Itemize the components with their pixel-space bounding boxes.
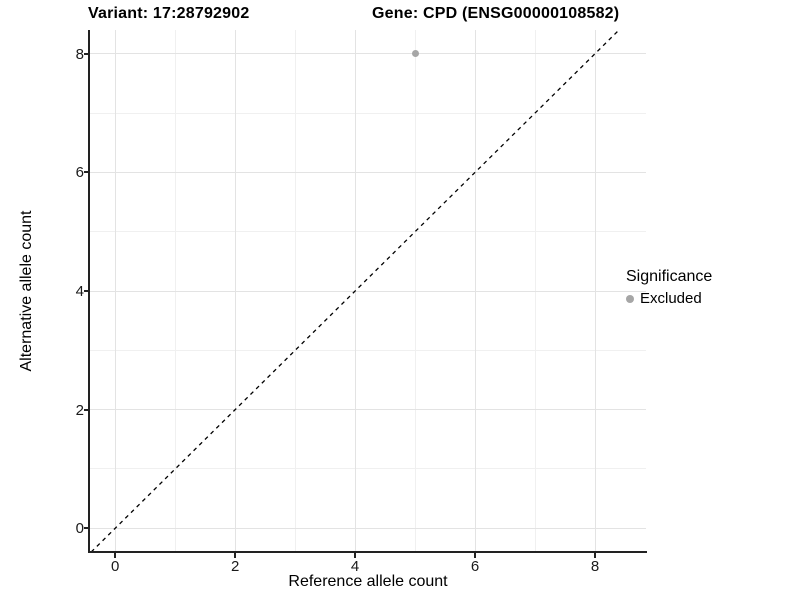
excluded-point-swatch — [626, 295, 634, 303]
gridline-major-y — [90, 409, 646, 411]
y-tick-label: 6 — [75, 164, 84, 182]
identity-dashed-line — [90, 30, 620, 552]
plot-panel — [90, 30, 646, 552]
x-tick-label: 4 — [350, 558, 360, 575]
gridline-minor-y — [90, 231, 646, 233]
x-tick-label: 0 — [111, 558, 120, 575]
x-tick-label: 2 — [230, 558, 240, 575]
gridline-major-y — [90, 171, 646, 173]
y-tick-mark — [84, 171, 89, 174]
y-tick-mark — [84, 408, 89, 411]
legend-item-label: Excluded — [640, 290, 702, 307]
gridline-minor-y — [90, 349, 646, 351]
gene-title: Gene: CPD (ENSG00000108582) — [372, 5, 620, 22]
legend-item-excluded: Excluded — [626, 290, 712, 308]
gridline-minor-y — [90, 112, 646, 114]
y-axis-line — [88, 30, 90, 553]
y-axis-label: Alternative allele count — [18, 210, 35, 372]
legend: Significance Excluded — [626, 267, 712, 308]
data-point — [411, 50, 419, 58]
x-axis-line — [88, 551, 647, 553]
variant-title: Variant: 17:28792902 — [88, 5, 250, 22]
x-tick-mark — [354, 553, 357, 558]
x-tick-mark — [594, 553, 597, 558]
legend-title: Significance — [626, 268, 713, 285]
x-axis-label: Reference allele count — [288, 573, 448, 590]
gridline-minor-y — [90, 468, 646, 470]
y-tick-mark — [84, 290, 89, 292]
y-tick-mark — [84, 527, 89, 530]
y-tick-label: 0 — [75, 520, 84, 538]
x-tick-mark — [234, 553, 237, 558]
y-tick-label: 4 — [75, 283, 84, 300]
x-tick-mark — [114, 553, 117, 558]
y-tick-label: 8 — [75, 45, 84, 63]
gridline-major-y — [90, 53, 646, 55]
y-tick-mark — [84, 52, 89, 55]
y-tick-label: 2 — [75, 401, 84, 419]
x-tick-label: 8 — [590, 558, 600, 575]
x-tick-label: 6 — [470, 558, 480, 575]
x-tick-mark — [474, 553, 477, 558]
gridline-major-y — [90, 290, 646, 292]
gridline-major-y — [90, 527, 646, 529]
